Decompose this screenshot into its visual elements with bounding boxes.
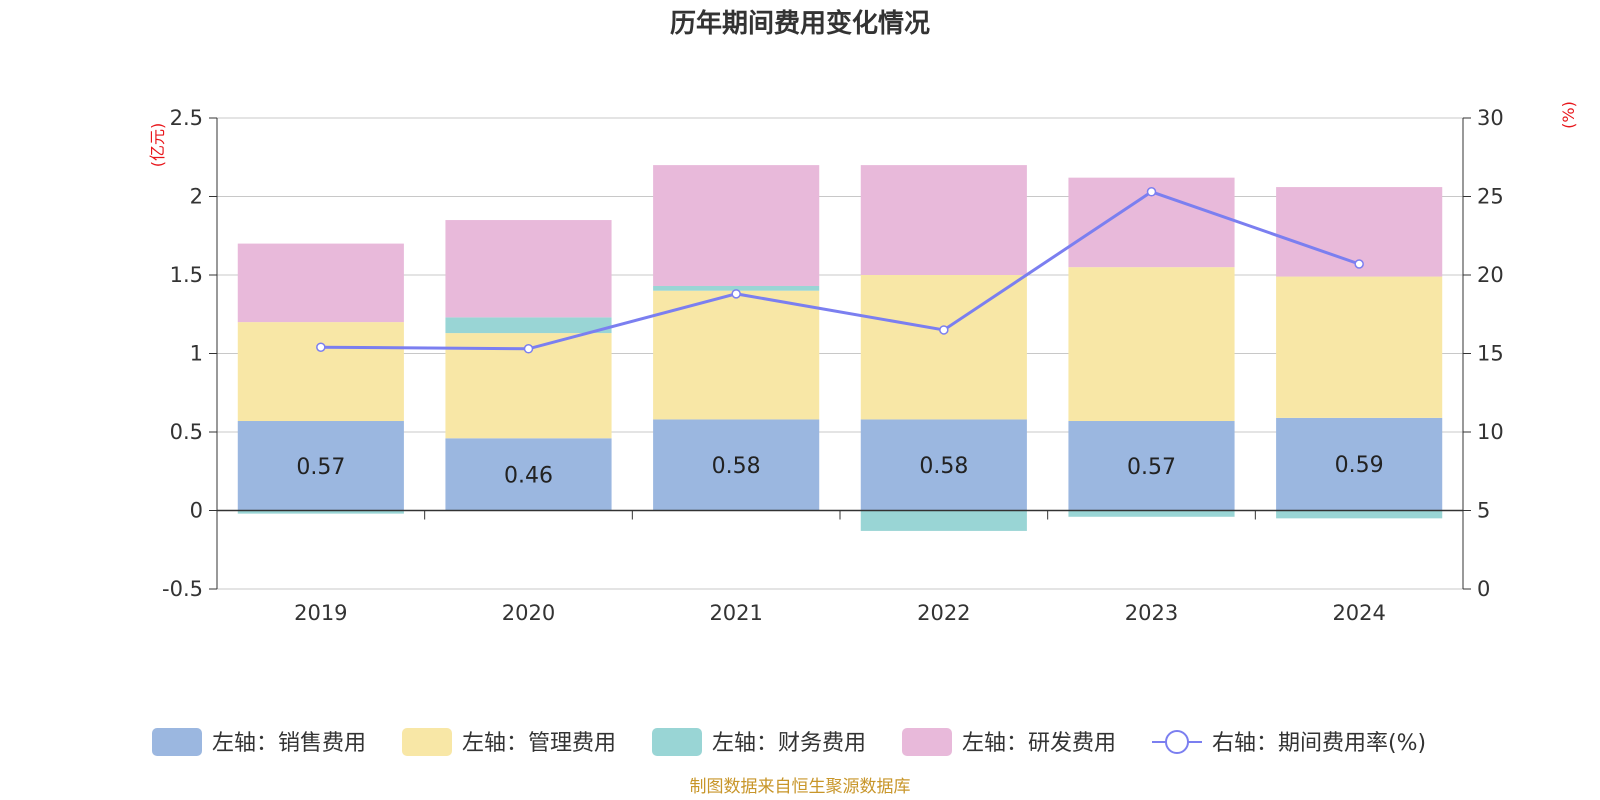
rate-line-series — [316, 187, 1364, 354]
right-tick-label: 0 — [1477, 577, 1490, 601]
bar-segment — [445, 317, 612, 334]
bar-segment — [1276, 276, 1443, 418]
right-tick-label: 25 — [1477, 185, 1504, 209]
rate-point — [1354, 259, 1364, 269]
bar-segment — [860, 419, 1027, 511]
bar-segment — [653, 285, 820, 291]
legend-label: 左轴：研发费用 — [962, 731, 1116, 756]
right-tick-label: 10 — [1477, 420, 1504, 444]
left-tick-label: 1.5 — [170, 263, 203, 287]
bar-value-label: 0.59 — [1335, 453, 1384, 478]
x-tick-label: 2021 — [709, 601, 762, 625]
bar-segment — [860, 275, 1027, 420]
source-note: 制图数据来自恒生聚源数据库 — [690, 777, 911, 797]
legend: 左轴：销售费用 左轴：管理费用 左轴：财务费用 左轴：研发费用 右轴：期间费用率(%) — [152, 728, 1426, 756]
x-tick-label: 2023 — [1125, 601, 1178, 625]
right-axis-unit: (%) — [1559, 101, 1578, 129]
legend-label: 左轴：销售费用 — [212, 731, 366, 756]
left-tick-label: 0.5 — [170, 420, 203, 444]
bar-value-label: 0.58 — [919, 454, 968, 479]
legend-swatch — [652, 728, 702, 756]
bar-segment — [1068, 510, 1235, 517]
right-tick-label: 30 — [1477, 106, 1504, 130]
chart-title: 历年期间费用变化情况 — [670, 8, 930, 39]
bar-segment — [237, 510, 404, 514]
right-tick-label: 20 — [1477, 263, 1504, 287]
x-tick-label: 2022 — [917, 601, 970, 625]
legend-swatch — [152, 728, 202, 756]
rate-point — [316, 342, 326, 352]
bar-segment — [1068, 421, 1235, 511]
legend-label: 左轴：财务费用 — [712, 731, 866, 756]
bar-segment — [237, 421, 404, 511]
rate-point — [523, 344, 534, 354]
left-tick-label: 1 — [190, 342, 203, 366]
bar-value-label: 0.57 — [1127, 455, 1176, 480]
legend-swatch — [902, 728, 952, 756]
bar-segment — [237, 322, 404, 422]
bar-segment — [445, 220, 612, 318]
left-tick-label: 0 — [190, 499, 203, 523]
bar-segment — [445, 438, 612, 511]
x-tick-label: 2020 — [502, 601, 555, 625]
right-tick-label: 5 — [1477, 499, 1490, 523]
x-tick-label: 2019 — [294, 601, 347, 625]
bar-segment — [860, 510, 1027, 531]
legend-marker — [1165, 730, 1189, 754]
bar-value-label: 0.57 — [296, 455, 345, 480]
axes: 2.5 2 1.5 1 0.5 0 -0.5 30 25 20 15 10 5 0 2019 2020 2021… — [162, 106, 1504, 625]
data-labels: 0.57 0.46 0.58 0.58 0.57 0.59 — [296, 453, 1383, 488]
bar-segment — [1276, 510, 1443, 519]
rate-point — [731, 289, 741, 299]
left-axis-unit: (亿元) — [148, 123, 167, 168]
left-tick-label: 2.5 — [170, 106, 203, 130]
rate-point — [1146, 187, 1157, 197]
x-tick-label: 2024 — [1332, 601, 1385, 625]
bar-value-label: 0.46 — [504, 463, 553, 488]
left-tick-label: -0.5 — [162, 577, 203, 601]
legend-swatch — [402, 728, 452, 756]
right-tick-label: 15 — [1477, 342, 1504, 366]
bar-segment — [1068, 267, 1235, 422]
bar-segment — [653, 165, 820, 286]
grid-lines — [217, 117, 1463, 590]
rate-point — [939, 325, 949, 335]
bar-segment — [1276, 417, 1443, 511]
bar-series — [237, 165, 1443, 531]
legend-label: 右轴：期间费用率(%) — [1212, 731, 1426, 756]
bar-value-label: 0.58 — [712, 454, 761, 479]
legend-label: 左轴：管理费用 — [462, 731, 616, 756]
rate-line — [320, 190, 1360, 351]
bar-segment — [860, 165, 1027, 275]
bar-segment — [237, 243, 404, 323]
bar-segment — [653, 290, 820, 420]
bar-segment — [653, 419, 820, 511]
left-tick-label: 2 — [190, 185, 203, 209]
